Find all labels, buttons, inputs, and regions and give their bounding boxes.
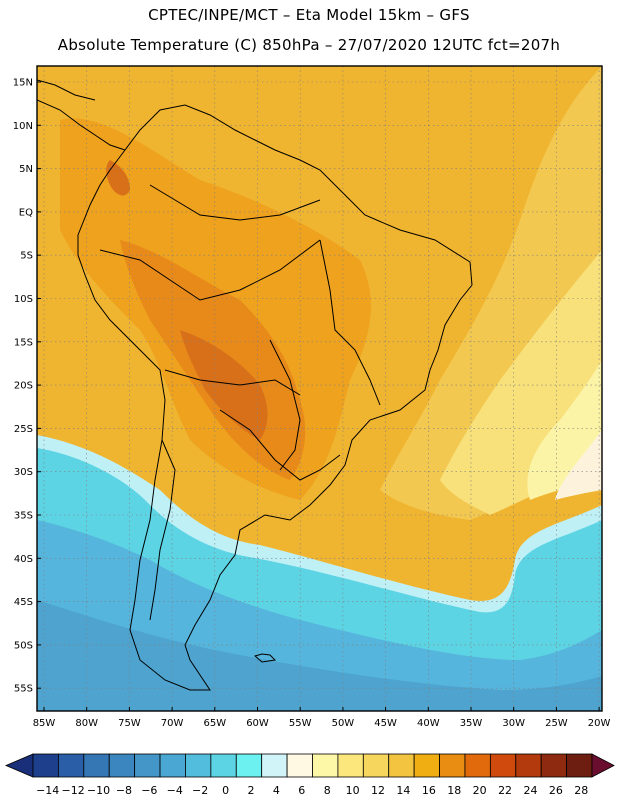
colorbar-label: 12 bbox=[371, 784, 385, 797]
map-title-line2: Absolute Temperature (C) 850hPa – 27/07/… bbox=[57, 36, 561, 54]
field-cold-deep-core bbox=[37, 600, 602, 711]
coastlines-and-borders bbox=[37, 79, 473, 691]
colorbar-label: 2 bbox=[247, 784, 254, 797]
colorbar-label: 26 bbox=[549, 784, 563, 797]
lon-label: 80W bbox=[75, 718, 98, 729]
lon-label: 75W bbox=[118, 718, 141, 729]
lat-label: 30S bbox=[14, 467, 33, 478]
colorbar-label: 22 bbox=[498, 784, 512, 797]
colorbar-swatch bbox=[185, 753, 212, 778]
colorbar-label: −12 bbox=[62, 784, 85, 797]
lon-label: 35W bbox=[460, 718, 483, 729]
lon-label: 70W bbox=[161, 718, 184, 729]
field-hot-spot-north bbox=[106, 160, 130, 196]
lat-label: EQ bbox=[19, 207, 33, 218]
colorbar-swatch bbox=[58, 753, 85, 778]
lat-label: 35S bbox=[14, 511, 33, 522]
colorbar-label: 16 bbox=[422, 784, 436, 797]
lon-label: 25W bbox=[545, 718, 568, 729]
colorbar-swatch bbox=[388, 753, 415, 778]
colorbar-swatch bbox=[83, 753, 110, 778]
lon-label: 50W bbox=[332, 718, 355, 729]
colorbar-over-arrow bbox=[591, 753, 615, 778]
colorbar-swatch bbox=[235, 753, 263, 778]
colorbar-label: −14 bbox=[36, 784, 59, 797]
map-frame bbox=[36, 65, 603, 712]
colorbar-swatch bbox=[261, 753, 288, 778]
lon-label: 20W bbox=[588, 718, 611, 729]
colorbar-swatch bbox=[464, 753, 491, 778]
lat-label: 45S bbox=[14, 597, 33, 608]
colorbar-label: 0 bbox=[222, 784, 229, 797]
colorbar-label: −4 bbox=[167, 784, 183, 797]
map-title-line1: CPTEC/INPE/MCT – Eta Model 15km – GFS bbox=[148, 6, 470, 24]
colorbar-label: 18 bbox=[447, 784, 461, 797]
lat-label: 20S bbox=[14, 381, 33, 392]
colorbar-label: 14 bbox=[396, 784, 410, 797]
colorbar-label: 20 bbox=[473, 784, 487, 797]
colorbar-swatch bbox=[515, 753, 542, 778]
colorbar-label: −2 bbox=[192, 784, 208, 797]
lat-label: 15N bbox=[13, 78, 33, 89]
lat-label: 50S bbox=[14, 640, 33, 651]
lon-label: 60W bbox=[246, 718, 269, 729]
country-border bbox=[149, 184, 321, 221]
colorbar-label: 8 bbox=[324, 784, 331, 797]
country-border bbox=[269, 339, 301, 471]
colorbar-swatch bbox=[362, 753, 390, 778]
colorbar-swatch bbox=[134, 753, 161, 778]
colorbar-swatch bbox=[413, 753, 440, 778]
lat-label: 10S bbox=[14, 294, 33, 305]
lon-label: 30W bbox=[502, 718, 525, 729]
colorbar-label: −10 bbox=[87, 784, 110, 797]
colorbar-swatch bbox=[286, 753, 313, 778]
colorbar-labels: −14 −12 −10 −8 −6 −4 −2 0 2 4 6 8 10 12 14 16 18 20 22 24 26… bbox=[36, 784, 588, 797]
lat-label: 10N bbox=[13, 121, 33, 132]
colorbar-swatch bbox=[108, 753, 136, 778]
temperature-colorbar bbox=[4, 753, 615, 778]
lon-label: 65W bbox=[203, 718, 226, 729]
lat-label: 5N bbox=[19, 164, 33, 175]
lon-label: 45W bbox=[374, 718, 397, 729]
colorbar-label: 6 bbox=[298, 784, 305, 797]
country-border bbox=[164, 369, 301, 396]
colorbar-swatch bbox=[210, 753, 237, 778]
colorbar-swatch bbox=[566, 753, 593, 778]
colorbar-label: 10 bbox=[346, 784, 360, 797]
latitude-labels: 15N 10N 5N EQ 5S 10S 15S 20S 25S 30S 35S 40S 45S 50S 5… bbox=[13, 78, 41, 695]
lat-label: 55S bbox=[14, 684, 33, 695]
colorbar-label: 28 bbox=[574, 784, 588, 797]
colorbar-swatch bbox=[489, 753, 517, 778]
lon-label: 40W bbox=[417, 718, 440, 729]
lat-label: 40S bbox=[14, 554, 33, 565]
colorbar-swatch bbox=[337, 753, 364, 778]
lon-label: 85W bbox=[33, 718, 56, 729]
central-america-coastline bbox=[37, 79, 126, 151]
country-border bbox=[219, 409, 341, 481]
colorbar-swatch bbox=[540, 753, 567, 778]
temperature-field bbox=[37, 66, 602, 711]
lat-label: 25S bbox=[14, 424, 33, 435]
south-america-coastline bbox=[77, 104, 473, 691]
lat-label: 15S bbox=[14, 337, 33, 348]
colorbar-label: 24 bbox=[523, 784, 537, 797]
lat-label: 5S bbox=[20, 251, 33, 262]
colorbar-swatch bbox=[439, 753, 466, 778]
longitude-labels: 85W 80W 75W 70W 65W 60W 55W 50W 45W 40W 35W 30W 25W 2… bbox=[33, 707, 611, 729]
lon-label: 55W bbox=[289, 718, 312, 729]
colorbar-swatch bbox=[159, 753, 186, 778]
country-border bbox=[149, 439, 176, 621]
country-border bbox=[99, 239, 321, 301]
colorbar-label: −6 bbox=[141, 784, 157, 797]
field-hot-core bbox=[180, 330, 268, 440]
colorbar-swatch bbox=[312, 753, 339, 778]
country-border bbox=[319, 239, 381, 406]
field-cream-east bbox=[555, 430, 602, 500]
colorbar-label: −8 bbox=[116, 784, 132, 797]
colorbar-under-arrow bbox=[4, 753, 34, 778]
colorbar-label: 4 bbox=[273, 784, 280, 797]
falkland-islands bbox=[253, 653, 277, 663]
colorbar-swatch bbox=[32, 753, 59, 778]
